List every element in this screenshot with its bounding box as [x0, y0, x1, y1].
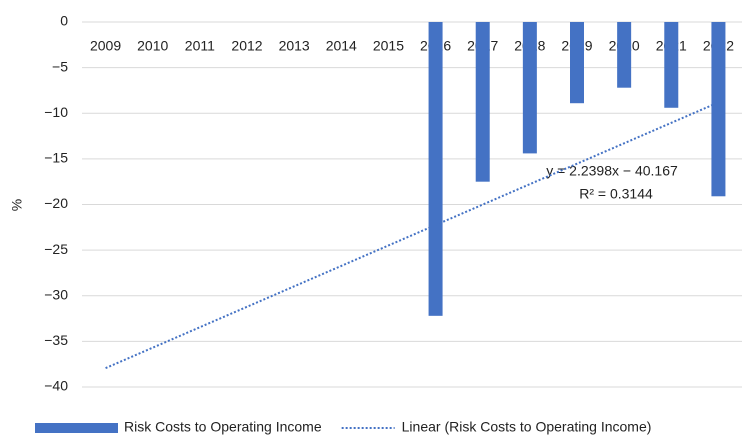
- x-tick-label: 2014: [326, 38, 357, 54]
- legend-label: Linear (Risk Costs to Operating Income): [402, 419, 652, 435]
- bar: [522, 22, 537, 154]
- y-tick-label: −15: [44, 150, 68, 166]
- y-tick-label: 0: [60, 13, 68, 29]
- x-tick-label: 2009: [90, 38, 121, 54]
- y-tick-label: −5: [52, 58, 68, 74]
- trend-equation: y = 2.2398x − 40.167: [546, 163, 678, 179]
- y-tick-label: −40: [44, 378, 68, 394]
- trend-line: [105, 101, 719, 370]
- x-tick-label: 2013: [279, 38, 310, 54]
- bar: [475, 22, 490, 182]
- bar: [428, 22, 443, 316]
- y-axis-title: %: [9, 199, 25, 211]
- x-tick-label: 2011: [185, 38, 215, 54]
- y-tick-label: −10: [44, 104, 68, 120]
- y-tick-label: −20: [44, 195, 68, 211]
- bar: [570, 22, 584, 104]
- x-tick-label: 2015: [373, 38, 404, 54]
- x-tick-label: 2012: [231, 38, 262, 54]
- grid-layer: [82, 21, 742, 388]
- legend-swatch: [35, 423, 118, 433]
- bar: [711, 22, 726, 197]
- trend-r2: R² = 0.3144: [579, 186, 653, 202]
- y-tick-label: −25: [44, 241, 68, 257]
- y-tick-label: −30: [44, 286, 68, 302]
- x-tick-label: 2010: [137, 38, 168, 54]
- y-tick-label: −35: [44, 332, 68, 348]
- bar: [664, 22, 679, 108]
- legend-label: Risk Costs to Operating Income: [124, 419, 322, 435]
- bar: [617, 22, 632, 88]
